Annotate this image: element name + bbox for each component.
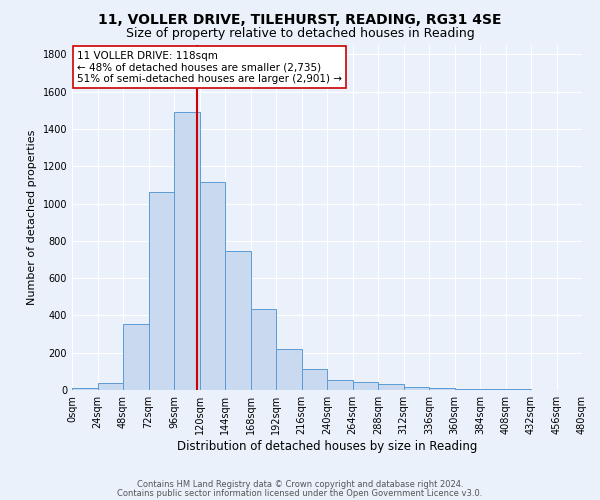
- Bar: [174, 112, 199, 390]
- Bar: [353, 382, 378, 390]
- Bar: [429, 388, 455, 390]
- Text: 11, VOLLER DRIVE, TILEHURST, READING, RG31 4SE: 11, VOLLER DRIVE, TILEHURST, READING, RG…: [98, 12, 502, 26]
- Bar: [199, 182, 225, 390]
- Bar: [251, 309, 276, 390]
- Bar: [276, 349, 302, 390]
- Bar: [404, 387, 429, 390]
- Bar: [149, 192, 174, 390]
- Bar: [72, 388, 97, 390]
- Bar: [123, 324, 149, 390]
- Text: Size of property relative to detached houses in Reading: Size of property relative to detached ho…: [125, 28, 475, 40]
- Bar: [97, 384, 123, 390]
- Text: Contains HM Land Registry data © Crown copyright and database right 2024.: Contains HM Land Registry data © Crown c…: [137, 480, 463, 489]
- Text: 11 VOLLER DRIVE: 118sqm
← 48% of detached houses are smaller (2,735)
51% of semi: 11 VOLLER DRIVE: 118sqm ← 48% of detache…: [77, 50, 343, 84]
- Bar: [455, 389, 480, 390]
- Bar: [302, 370, 327, 390]
- Bar: [327, 380, 353, 390]
- Bar: [378, 384, 404, 390]
- X-axis label: Distribution of detached houses by size in Reading: Distribution of detached houses by size …: [177, 440, 477, 452]
- Text: Contains public sector information licensed under the Open Government Licence v3: Contains public sector information licen…: [118, 488, 482, 498]
- Y-axis label: Number of detached properties: Number of detached properties: [27, 130, 37, 305]
- Bar: [225, 251, 251, 390]
